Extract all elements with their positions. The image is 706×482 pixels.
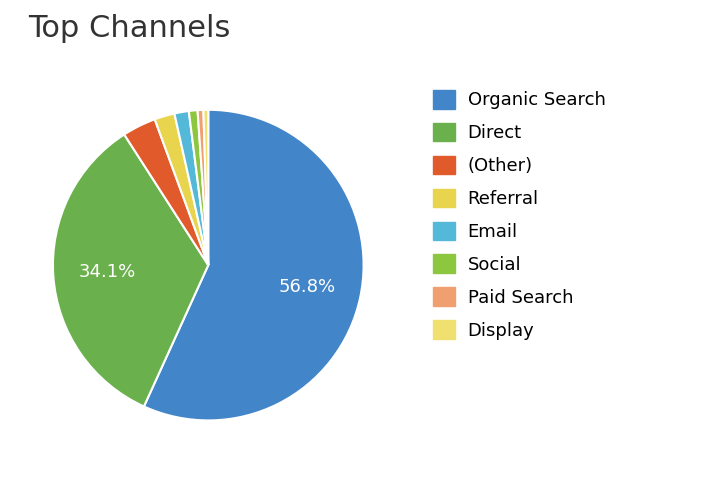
Text: 34.1%: 34.1% xyxy=(79,263,136,281)
Wedge shape xyxy=(53,134,208,406)
Wedge shape xyxy=(198,110,208,265)
Wedge shape xyxy=(155,114,208,265)
Text: 56.8%: 56.8% xyxy=(278,278,335,295)
Legend: Organic Search, Direct, (Other), Referral, Email, Social, Paid Search, Display: Organic Search, Direct, (Other), Referra… xyxy=(433,90,606,340)
Wedge shape xyxy=(144,110,364,420)
Wedge shape xyxy=(203,110,208,265)
Wedge shape xyxy=(174,111,208,265)
Wedge shape xyxy=(124,120,208,265)
Text: Top Channels: Top Channels xyxy=(28,14,231,43)
Wedge shape xyxy=(189,110,208,265)
